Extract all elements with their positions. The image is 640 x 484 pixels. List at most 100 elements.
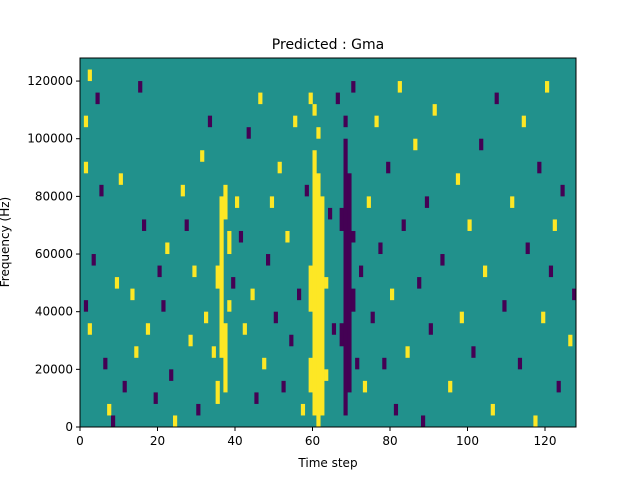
heatmap-cell	[142, 219, 147, 231]
heatmap-cell	[428, 323, 433, 335]
heatmap-cell	[483, 265, 488, 278]
heatmap-cell	[370, 311, 375, 324]
y-axis: 0 20000 40000 60000 80000 100000 120000	[27, 74, 80, 434]
heatmap-cell	[413, 138, 418, 151]
heatmap-cell	[223, 184, 228, 220]
plot-area	[80, 58, 577, 427]
x-tick-label: 120	[534, 434, 557, 448]
heatmap-cell	[169, 369, 174, 381]
heatmap-cell	[351, 288, 356, 312]
heatmap-cell	[417, 277, 422, 289]
heatmap-cell	[312, 150, 317, 416]
heatmap-cell	[285, 230, 290, 243]
heatmap-cell	[258, 92, 263, 105]
heatmap-cell	[269, 196, 275, 208]
heatmap-cell	[297, 288, 302, 301]
x-tick-label: 80	[382, 434, 397, 448]
heatmap-cell	[320, 196, 325, 416]
heatmap-cell	[351, 81, 356, 93]
y-tick-label: 20000	[35, 362, 73, 376]
heatmap-cell	[308, 265, 313, 312]
x-tick-label: 100	[456, 434, 479, 448]
heatmap-cell	[266, 254, 271, 266]
heatmap-cell	[510, 196, 515, 208]
heatmap-cell	[324, 277, 329, 289]
heatmap-cell	[312, 104, 317, 116]
heatmap-cell	[83, 115, 89, 128]
heatmap-cell	[308, 92, 313, 105]
heatmap-cell	[560, 184, 565, 197]
heatmap-cell	[541, 311, 546, 324]
heatmap-cell	[494, 92, 499, 105]
heatmap-cell	[293, 115, 298, 128]
heatmap-cell	[479, 138, 484, 151]
heatmap-cell	[165, 242, 170, 255]
heatmap-cell	[343, 115, 348, 128]
heatmap-cell	[207, 115, 213, 128]
y-tick-label: 60000	[35, 247, 73, 261]
heatmap-cell	[95, 92, 100, 105]
heatmap-cell	[405, 346, 410, 358]
y-axis-label: Frequency (Hz)	[0, 197, 12, 288]
heatmap-cell	[188, 334, 193, 347]
heatmap-cell	[87, 323, 92, 335]
heatmap-cell	[227, 230, 232, 255]
heatmap-cell	[471, 346, 476, 358]
heatmap-cell	[262, 357, 267, 370]
heatmap-cell	[521, 115, 526, 128]
heatmap-cell	[192, 265, 197, 278]
x-tick-label: 60	[305, 434, 320, 448]
heatmap-cell	[533, 415, 538, 427]
heatmap-cell	[548, 265, 554, 278]
heatmap-cell	[386, 161, 391, 174]
x-tick-label: 40	[227, 434, 242, 448]
heatmap-cell	[215, 265, 220, 289]
heatmap-cell	[161, 300, 166, 312]
heatmap-cell	[335, 92, 340, 105]
heatmap-cell	[440, 254, 445, 266]
heatmap-cell	[250, 288, 255, 301]
heatmap-cell	[277, 161, 282, 174]
heatmap-cell	[316, 173, 321, 427]
heatmap-cell	[339, 323, 344, 347]
heatmap-cell	[300, 403, 306, 416]
heatmap-cell	[556, 380, 561, 393]
heatmap-cell	[552, 219, 557, 231]
heatmap-cell	[145, 323, 151, 335]
heatmap-cell	[432, 104, 437, 116]
heatmap-cell	[242, 323, 247, 335]
heatmap-cell	[223, 323, 228, 393]
heatmap-cell	[467, 219, 472, 231]
heatmap-cell	[173, 415, 178, 427]
heatmap-cell	[215, 380, 220, 404]
y-tick-label: 80000	[35, 189, 73, 203]
heatmap-cell	[200, 150, 205, 162]
heatmap-cell	[355, 357, 360, 370]
heatmap-cell	[401, 219, 406, 231]
heatmap-cell	[359, 265, 364, 278]
heatmap-cell	[235, 196, 240, 208]
heatmap-cell	[308, 357, 313, 393]
heatmap-cell	[254, 392, 259, 404]
chart-title: Predicted : Gma	[272, 37, 384, 53]
heatmap-cell	[421, 415, 426, 427]
heatmap-cell	[211, 346, 216, 358]
heatmap-cell	[91, 254, 96, 266]
x-tick-label: 20	[150, 434, 165, 448]
heatmap-cell	[134, 346, 139, 358]
heatmap-cell	[184, 219, 189, 231]
heatmap-cell	[153, 392, 158, 404]
heatmap-cell	[382, 357, 387, 370]
heatmap-cell	[545, 81, 550, 93]
x-axis-label: Time step	[297, 456, 357, 470]
heatmap-cell	[324, 369, 329, 381]
heatmap-cell	[347, 173, 352, 393]
heatmap-cell	[525, 242, 530, 255]
heatmap-cell	[204, 311, 209, 324]
heatmap-cell	[568, 334, 573, 347]
heatmap-cell	[180, 184, 185, 197]
heatmap-cell	[328, 207, 333, 220]
heatmap-cell	[114, 277, 120, 289]
axes-frame	[79, 57, 577, 428]
